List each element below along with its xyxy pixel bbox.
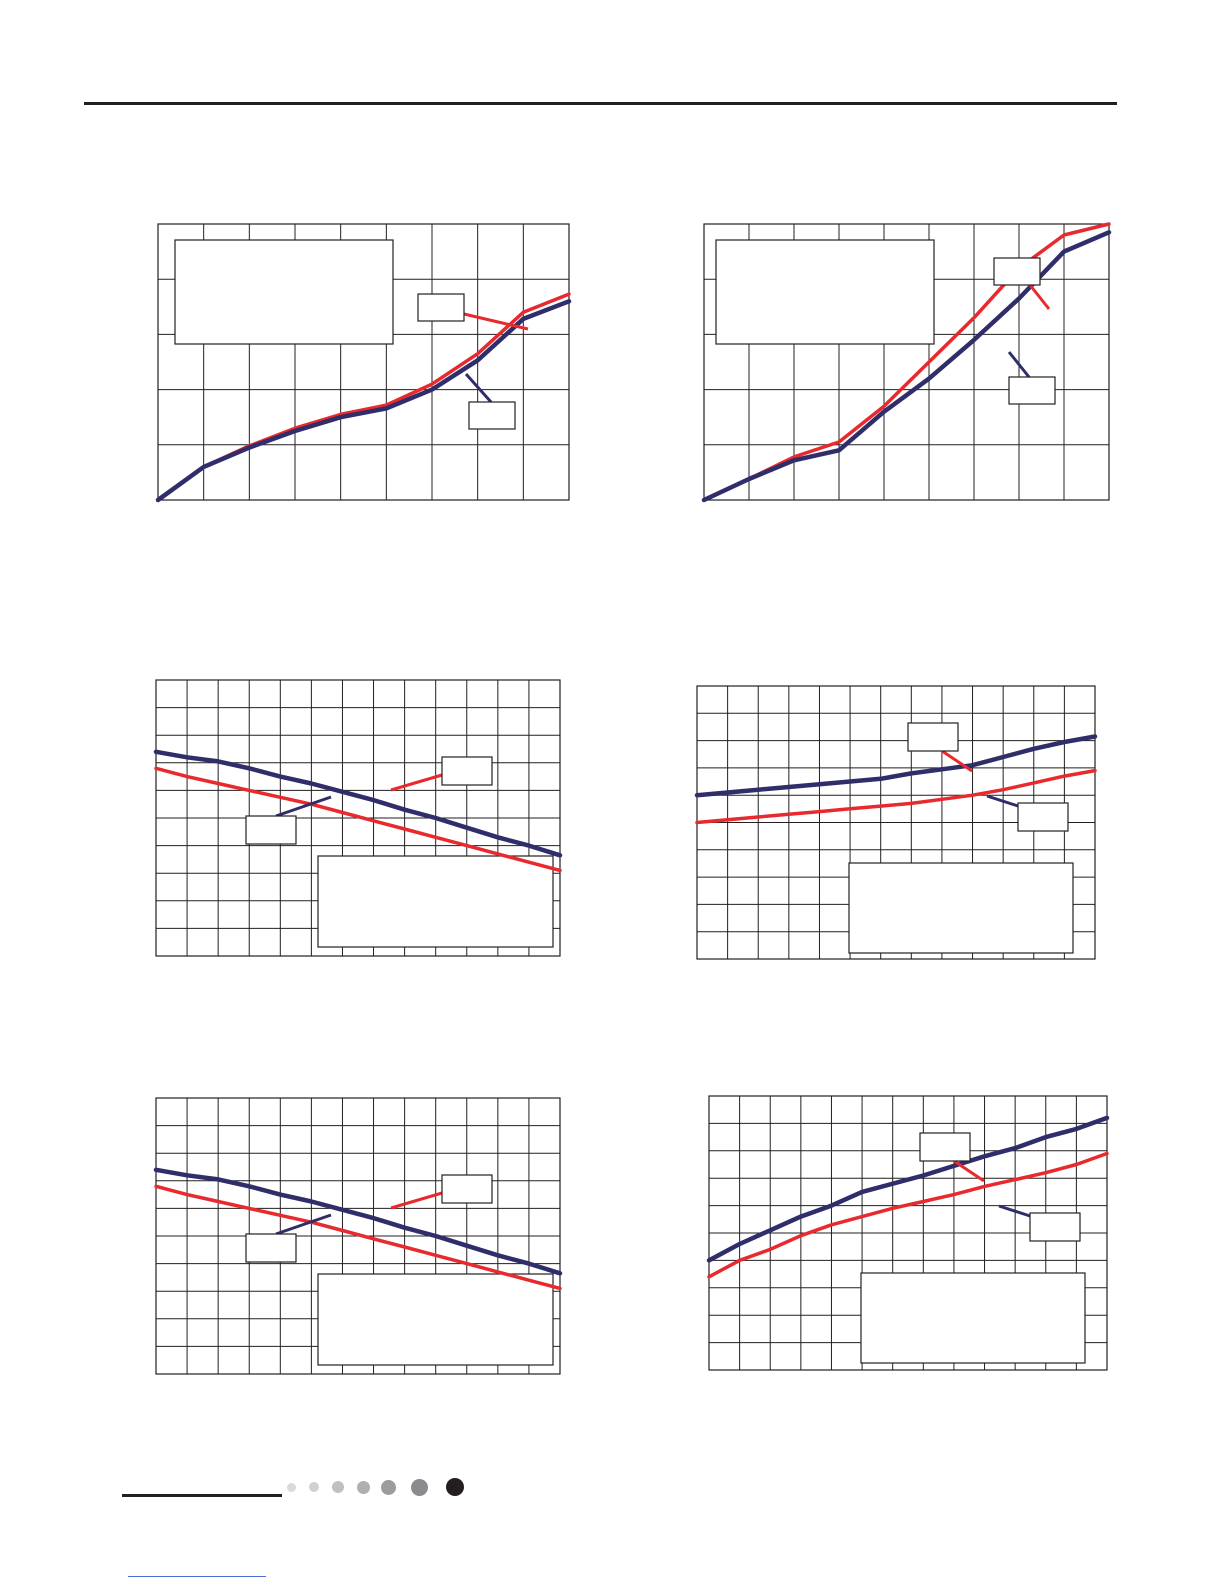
callout-leader	[390, 773, 443, 792]
callout-leader	[1028, 284, 1051, 310]
series-line-red	[154, 766, 562, 873]
plot-frame	[703, 223, 1110, 501]
callout-box	[1008, 376, 1056, 405]
page-dot-active	[446, 1478, 464, 1496]
series-line-navy	[153, 1167, 563, 1276]
grid	[156, 1098, 560, 1374]
plot-frame	[155, 679, 561, 957]
callout-leader	[390, 1191, 443, 1210]
callout-leader	[464, 373, 493, 403]
page-dot	[309, 1482, 319, 1492]
legend-box	[715, 239, 935, 345]
page-dot	[356, 1480, 370, 1494]
legend-box	[317, 855, 554, 948]
page-dot	[380, 1479, 396, 1495]
page-dot	[332, 1481, 344, 1493]
callout-box	[441, 756, 493, 786]
chart-4	[694, 685, 1098, 960]
callout-leader	[1007, 351, 1031, 378]
series-line-navy	[153, 749, 563, 858]
series-line-red	[154, 1184, 562, 1291]
page-dot	[286, 1482, 296, 1492]
footer-rule	[122, 1494, 282, 1497]
plot-frame	[157, 223, 570, 501]
legend-box	[848, 862, 1074, 954]
legend-box	[174, 239, 394, 345]
chart-2	[701, 222, 1112, 503]
chart-1	[155, 223, 572, 503]
callout-leader	[463, 312, 529, 331]
callout-leader	[998, 1204, 1031, 1218]
series-line-navy	[706, 1115, 1110, 1263]
page-dot	[410, 1478, 428, 1496]
header-rule	[84, 102, 1117, 105]
callout-leader	[986, 794, 1019, 808]
chart-5	[153, 1097, 563, 1375]
callout-box	[993, 257, 1041, 286]
callout-box	[468, 401, 516, 430]
plot-frame	[708, 1095, 1108, 1371]
plot-frame	[155, 1097, 561, 1375]
callout-leader	[275, 1213, 332, 1236]
chart-3	[153, 679, 563, 957]
callout-box	[907, 722, 959, 752]
callout-box	[919, 1132, 971, 1162]
series-line-navy	[701, 230, 1112, 503]
legend-box	[317, 1273, 554, 1366]
callout-box	[417, 293, 465, 322]
series-line-red	[707, 1151, 1109, 1279]
callout-box	[1017, 802, 1069, 832]
series-line-navy	[694, 734, 1098, 798]
series-line-navy	[155, 299, 572, 503]
callout-box	[245, 815, 297, 845]
legend-box	[860, 1272, 1086, 1364]
callout-box	[245, 1233, 297, 1263]
chart-6	[706, 1095, 1110, 1371]
series-line-red	[695, 768, 1097, 825]
callout-leader	[275, 795, 332, 818]
callout-box	[441, 1174, 493, 1204]
callout-box	[1029, 1212, 1081, 1242]
footer-link-underline	[128, 1576, 266, 1577]
callout-leader	[953, 1159, 985, 1183]
callout-leader	[941, 749, 973, 773]
